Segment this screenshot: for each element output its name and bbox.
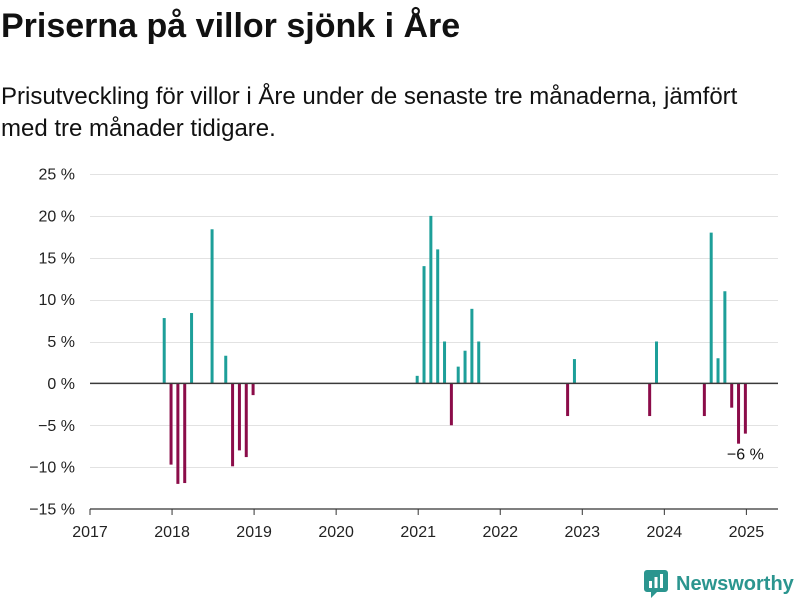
bar-positive (415, 375, 419, 384)
x-axis-labels: 2017 2018 2019 2020 2021 2022 2023 2024 2025 (72, 524, 764, 541)
bar-negative (176, 383, 180, 484)
y-tick-label: 20 % (39, 208, 75, 225)
chart-title: Priserna på villor sjönk i Åre (1, 7, 461, 45)
x-tick-label: 2024 (647, 524, 683, 541)
bar-negative (169, 383, 173, 465)
bar-positive (463, 350, 467, 384)
bar-negative (743, 383, 747, 434)
y-axis-labels: −15 % −10 % −5 % 0 % 5 % 10 % 15 % 20 % 25 % (29, 167, 75, 519)
newsworthy-logo-icon (644, 570, 668, 598)
y-tick-label: −5 % (38, 418, 75, 435)
logo-bar (649, 581, 652, 588)
bar-positive (210, 229, 214, 384)
bar-negative (251, 383, 255, 396)
bar-positive (477, 341, 481, 384)
bar-positive (456, 366, 460, 384)
chart-subtitle: Prisutveckling för villor i Åre under de… (1, 83, 738, 142)
bar-positive (436, 249, 440, 384)
y-tick-label: 10 % (39, 292, 75, 309)
bar-negative (244, 383, 248, 458)
newsworthy-logo: Newsworthy (644, 569, 794, 599)
bar-negative (566, 383, 570, 417)
bar-positive (429, 215, 433, 384)
bar-positive (709, 232, 713, 384)
x-tick-label: 2021 (400, 524, 436, 541)
bar-positive (470, 308, 474, 384)
bar-chart: −15 % −10 % −5 % 0 % 5 % 10 % 15 % 20 % 25 % 201… (29, 167, 778, 541)
y-tick-label: 0 % (47, 376, 75, 393)
x-tick-label: 2018 (154, 524, 190, 541)
logo-bar (654, 577, 658, 588)
y-tick-label: 5 % (47, 334, 75, 351)
bar-negative (231, 383, 235, 467)
bar-negative (737, 383, 741, 444)
logo-bar (660, 574, 663, 588)
bar-positive (572, 359, 576, 384)
x-tick-label: 2020 (318, 524, 354, 541)
bar-negative (648, 383, 652, 417)
bar-positive (224, 355, 228, 384)
bar-positive (655, 341, 658, 384)
x-tick-label: 2025 (729, 524, 765, 541)
bar-negative (183, 383, 187, 484)
annotations: −6 % (727, 447, 764, 464)
logo-text: Newsworthy (676, 573, 794, 595)
bar-positive (190, 313, 194, 384)
x-tick-label: 2019 (236, 524, 272, 541)
bar-positive (443, 341, 447, 384)
data-label: −6 % (727, 447, 764, 464)
y-tick-label: 15 % (39, 250, 75, 267)
bar-positive (723, 291, 727, 384)
gridlines (90, 174, 778, 468)
bar-negative (702, 383, 706, 417)
y-tick-label: −15 % (29, 502, 75, 519)
bar-negative (730, 383, 734, 408)
bar-positive (162, 318, 166, 384)
y-tick-label: −10 % (29, 460, 75, 477)
axes (89, 382, 778, 515)
bar-negative (449, 383, 453, 426)
x-tick-label: 2022 (482, 524, 518, 541)
bar-positive (716, 358, 720, 384)
bar-positive (422, 266, 426, 384)
bar-negative (237, 383, 241, 451)
x-tick-label: 2017 (72, 524, 108, 541)
y-tick-label: 25 % (39, 167, 75, 184)
bars (162, 215, 747, 484)
x-tick-label: 2023 (564, 524, 600, 541)
